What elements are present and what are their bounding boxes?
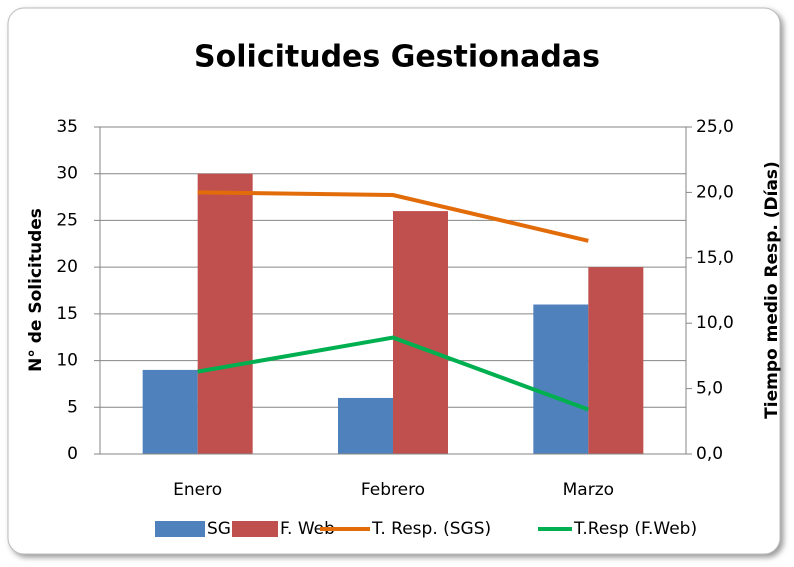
y-tick-label: 20 [56, 257, 78, 277]
y-tick-label: 5 [67, 397, 78, 417]
bar [533, 304, 589, 454]
legend-label: T.Resp (F.Web) [573, 519, 697, 539]
chart-title: Solicitudes Gestionadas [194, 40, 600, 75]
legend-swatch [232, 521, 278, 537]
line [197, 335, 590, 412]
x-tick-label: Febrero [361, 480, 425, 500]
legend-label: T. Resp. (SGS) [371, 519, 491, 539]
y2-tick-label: 0,0 [696, 444, 723, 464]
y-tick-label: 0 [67, 444, 78, 464]
y2-tick-label: 25,0 [696, 117, 734, 137]
line [197, 190, 589, 243]
y2-tick-label: 20,0 [696, 182, 734, 202]
y-tick-label: 15 [56, 304, 78, 324]
y-tick-label: 30 [56, 164, 78, 184]
bar [197, 173, 253, 454]
legend-label: F. Web [280, 519, 335, 539]
y2-axis-title: Tiempo medio Resp. (Días) [762, 161, 782, 419]
y-axis-title: N° de Solicitudes [26, 208, 46, 372]
y-tick-label: 25 [56, 210, 78, 230]
y-tick-label: 35 [56, 117, 78, 137]
legend-swatch [155, 521, 205, 537]
y2-tick-label: 10,0 [696, 313, 734, 333]
bar [338, 397, 393, 454]
bar [142, 369, 198, 454]
x-tick-label: Enero [173, 480, 222, 500]
y2-tick-label: 15,0 [696, 248, 734, 268]
bar [393, 211, 448, 454]
x-tick-label: Marzo [563, 480, 614, 500]
bar [588, 267, 644, 454]
y-tick-label: 10 [56, 351, 78, 371]
y2-tick-label: 5,0 [696, 379, 723, 399]
